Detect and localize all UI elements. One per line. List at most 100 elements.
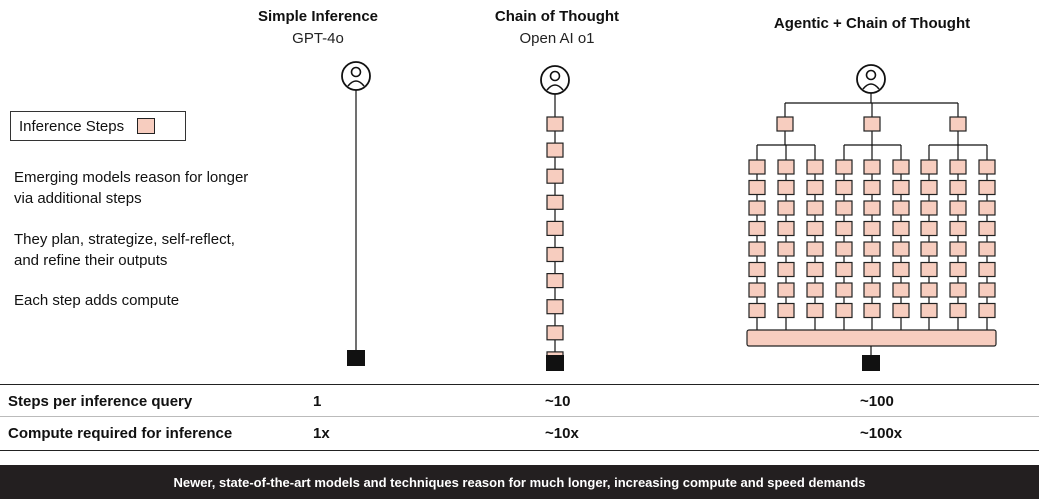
table-bottom-rule — [0, 450, 1039, 451]
agentic-step-box — [863, 220, 881, 237]
agentic-step-box — [949, 159, 967, 175]
agentic-step-box — [863, 302, 881, 319]
agentic-step-box — [949, 179, 967, 196]
agentic-step-box — [835, 261, 853, 278]
table-top-rule — [0, 384, 1039, 385]
agentic-step-box — [863, 159, 881, 175]
agentic-step-box — [835, 159, 853, 175]
table-mid-rule — [0, 416, 1039, 417]
agentic-step-box — [806, 302, 824, 319]
agentic-step-box — [777, 241, 795, 257]
cot-step-box — [546, 299, 564, 315]
agentic-step-box — [806, 220, 824, 237]
agentic-step-box — [978, 159, 996, 175]
agentic-step-box — [748, 159, 766, 175]
agentic-step-box — [748, 282, 766, 298]
agentic-step-box — [949, 302, 967, 319]
agentic-step-box — [949, 200, 967, 216]
agentic-step-box — [978, 200, 996, 216]
agentic-step-box — [949, 220, 967, 237]
col3-title: Agentic + Chain of Thought — [773, 15, 971, 32]
agentic-branch-step-box — [863, 116, 881, 132]
agentic-step-box — [949, 261, 967, 278]
cell-steps-agentic: ~100 — [860, 393, 894, 410]
agentic-branch-step-box — [949, 116, 967, 132]
agentic-step-box — [920, 302, 938, 319]
legend: Inference Steps — [10, 111, 186, 141]
cell-compute-agentic: ~100x — [860, 425, 903, 442]
agentic-step-box — [777, 261, 795, 278]
legend-label: Inference Steps — [19, 117, 125, 135]
cot-step-box — [546, 273, 564, 289]
agentic-step-box — [949, 282, 967, 298]
agentic-step-box — [892, 179, 910, 196]
agentic-step-box — [777, 179, 795, 196]
agentic-step-box — [806, 200, 824, 216]
agentic-step-box — [835, 241, 853, 257]
legend-step-swatch — [137, 118, 156, 134]
agentic-step-box — [863, 261, 881, 278]
agentic-step-box — [892, 261, 910, 278]
agentic-step-box — [748, 200, 766, 216]
cell-compute-simple: 1x — [313, 425, 330, 442]
cot-output-box — [546, 355, 564, 371]
cell-steps-simple: 1 — [313, 393, 322, 410]
cot-step-box — [546, 116, 564, 132]
footer-banner: Newer, state-of-the-art models and techn… — [0, 465, 1039, 499]
agentic-step-box — [863, 282, 881, 298]
agentic-step-box — [920, 200, 938, 216]
agentic-step-box — [892, 282, 910, 298]
agentic-step-box — [892, 220, 910, 237]
col2-title: Chain of Thought — [494, 8, 620, 25]
agentic-step-box — [835, 200, 853, 216]
agentic-step-box — [777, 282, 795, 298]
agentic-step-box — [920, 159, 938, 175]
agentic-step-box — [949, 241, 967, 257]
agentic-output-box — [862, 355, 880, 371]
cot-step-box — [546, 194, 564, 210]
agentic-step-box — [835, 179, 853, 196]
agentic-step-box — [777, 200, 795, 216]
agentic-step-box — [920, 179, 938, 196]
agentic-step-box — [806, 261, 824, 278]
agentic-step-box — [892, 302, 910, 319]
para-2: They plan, strategize, self-reflect, and… — [14, 231, 235, 269]
agentic-step-box — [978, 302, 996, 319]
agentic-step-box — [806, 159, 824, 175]
agentic-step-box — [978, 261, 996, 278]
agentic-step-box — [777, 159, 795, 175]
agentic-step-box — [920, 261, 938, 278]
cot-step-box — [546, 168, 564, 184]
agentic-step-box — [920, 220, 938, 237]
agentic-aggregator-bar — [746, 329, 997, 347]
agentic-step-box — [806, 179, 824, 196]
agentic-step-box — [978, 179, 996, 196]
agentic-step-box — [892, 241, 910, 257]
row-label-compute: Compute required for inference — [8, 425, 233, 442]
agentic-step-box — [892, 159, 910, 175]
agentic-step-box — [863, 179, 881, 196]
agentic-step-box — [920, 282, 938, 298]
col2-subtitle: Open AI o1 — [519, 30, 595, 47]
agentic-step-box — [748, 261, 766, 278]
cot-step-box — [546, 325, 564, 341]
agentic-step-box — [748, 179, 766, 196]
agentic-step-box — [748, 241, 766, 257]
agentic-step-box — [777, 220, 795, 237]
row-label-steps: Steps per inference query — [8, 393, 193, 410]
cell-steps-cot: ~10 — [545, 393, 571, 410]
simple-output-box — [347, 350, 365, 366]
cot-step-box — [546, 220, 564, 236]
agentic-step-box — [863, 241, 881, 257]
para-3: Each step adds compute — [14, 292, 180, 309]
agentic-step-box — [835, 302, 853, 319]
agentic-user-icon — [856, 64, 886, 94]
agentic-step-box — [920, 241, 938, 257]
cell-compute-cot: ~10x — [545, 425, 579, 442]
agentic-step-box — [978, 220, 996, 237]
cot-step-box — [546, 246, 564, 263]
agentic-step-box — [892, 200, 910, 216]
agentic-branch-step-box — [776, 116, 794, 132]
agentic-step-box — [777, 302, 795, 319]
